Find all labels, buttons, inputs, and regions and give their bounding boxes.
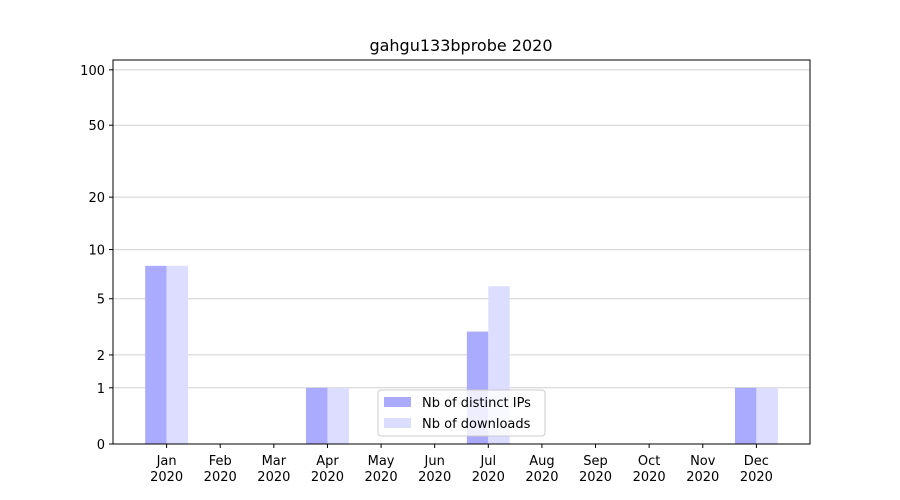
x-tick-label: Aug 2020 bbox=[525, 454, 558, 485]
legend-swatch bbox=[384, 418, 411, 428]
legend-label: Nb of distinct IPs bbox=[422, 396, 531, 411]
plot-frame bbox=[112, 59, 811, 445]
bar bbox=[734, 387, 757, 444]
legend-label: Nb of downloads bbox=[422, 417, 531, 432]
chart-title: gahgu133bprobe 2020 bbox=[369, 36, 552, 55]
y-tick-label: 50 bbox=[88, 119, 105, 134]
y-tick-label: 5 bbox=[97, 293, 105, 308]
bar bbox=[145, 265, 167, 444]
y-tick-label: 2 bbox=[97, 349, 105, 364]
x-tick-label: Jan 2020 bbox=[150, 454, 183, 485]
y-tick-label: 10 bbox=[88, 244, 105, 259]
y-tick-label: 20 bbox=[88, 191, 105, 206]
y-tick-label: 100 bbox=[80, 64, 105, 79]
y-tick-label: 1 bbox=[97, 382, 105, 397]
bar bbox=[306, 387, 328, 444]
legend-box bbox=[377, 389, 546, 437]
legend: Nb of distinct IPs Nb of downloads bbox=[377, 389, 546, 437]
x-tick-label: Apr 2020 bbox=[311, 454, 344, 485]
x-tick-label: Mar 2020 bbox=[257, 454, 290, 485]
x-tick-label: Jul 2020 bbox=[472, 454, 505, 485]
bar bbox=[327, 387, 349, 444]
legend-swatch bbox=[384, 397, 411, 407]
bar bbox=[756, 387, 778, 444]
x-tick-label: Oct 2020 bbox=[633, 454, 666, 485]
x-tick-label: Dec 2020 bbox=[740, 454, 773, 485]
x-tick-label: Jun 2020 bbox=[418, 454, 451, 485]
bar bbox=[166, 265, 189, 444]
x-tick-label: Feb 2020 bbox=[204, 454, 237, 485]
x-tick-label: May 2020 bbox=[365, 454, 398, 485]
x-tick-label: Sep 2020 bbox=[579, 454, 612, 485]
x-tick-label: Nov 2020 bbox=[686, 454, 719, 485]
y-tick-label: 0 bbox=[97, 438, 105, 453]
